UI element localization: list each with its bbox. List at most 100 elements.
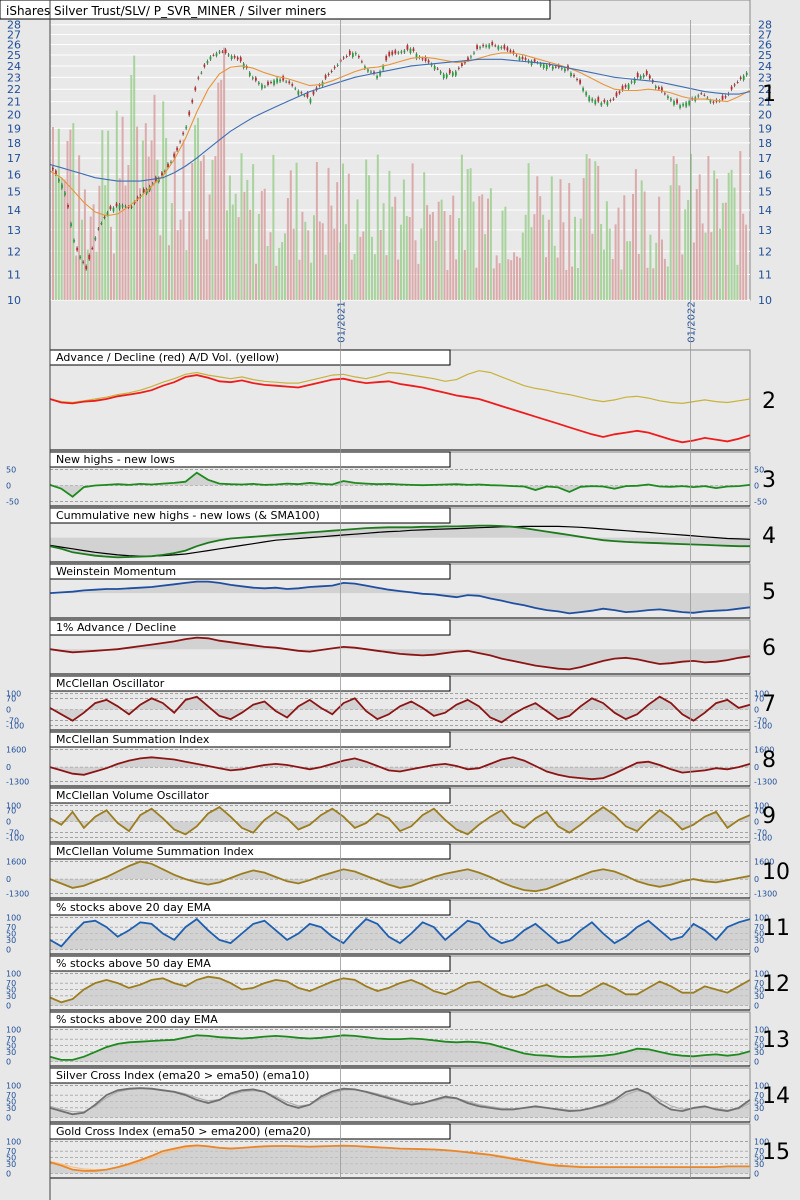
panel-title: % stocks above 50 day EMA xyxy=(56,957,211,970)
panel-tick-left: 50 xyxy=(6,1042,16,1051)
candle-body xyxy=(151,183,154,185)
volume-bar xyxy=(63,179,66,300)
candle-body xyxy=(594,100,597,105)
volume-bar xyxy=(344,224,347,300)
candle-body xyxy=(658,87,660,90)
candle-body xyxy=(654,86,657,89)
price-tick-right: 19 xyxy=(758,122,772,135)
candle-body xyxy=(276,78,279,83)
candle-body xyxy=(561,68,563,70)
volume-bar xyxy=(243,191,246,300)
volume-bar xyxy=(721,202,724,300)
volume-bar xyxy=(533,214,536,300)
volume-bar xyxy=(208,194,211,300)
series-sma100-line xyxy=(49,525,751,557)
panel-tick-right: 0 xyxy=(754,1057,759,1066)
panel-number: 12 xyxy=(762,972,790,997)
candle-body xyxy=(630,81,633,83)
volume-bar xyxy=(269,232,272,300)
volume-bar xyxy=(400,224,402,300)
price-title-box xyxy=(0,0,551,20)
candle-body xyxy=(576,79,578,81)
volume-bar xyxy=(684,209,687,300)
volume-bar xyxy=(130,74,133,300)
candle-body xyxy=(70,223,72,227)
volume-bar xyxy=(739,151,742,300)
price-moving-average-short-line xyxy=(49,52,751,217)
volume-bar xyxy=(89,216,92,300)
volume-bar xyxy=(194,125,197,300)
candle-body xyxy=(739,77,742,79)
volume-bar xyxy=(663,258,666,300)
volume-bar xyxy=(356,199,359,300)
candle-body xyxy=(709,100,712,103)
volume-bar xyxy=(359,236,362,300)
panel-tick-right: 1600 xyxy=(754,746,774,755)
candle-body xyxy=(348,50,351,55)
volume-bar xyxy=(501,210,504,300)
volume-bar xyxy=(524,214,527,300)
candle-body xyxy=(388,52,391,56)
volume-bar xyxy=(292,228,295,300)
candle-body xyxy=(270,81,272,83)
volume-bar xyxy=(95,251,98,300)
candle-body xyxy=(473,52,475,54)
volume-bar xyxy=(423,172,426,300)
candle-body xyxy=(539,63,542,66)
candle-body xyxy=(215,53,218,56)
price-tick-left: 21 xyxy=(7,96,21,109)
volume-bar xyxy=(197,117,199,300)
panel-tick-left: 50 xyxy=(6,986,16,995)
volume-bar xyxy=(666,266,669,300)
volume-bar xyxy=(211,159,214,300)
panel-tick-left: -50 xyxy=(6,497,19,506)
candle-body xyxy=(470,56,472,58)
price-tick-left: 16 xyxy=(7,168,21,181)
candle-body xyxy=(733,84,736,86)
panel-tick-left: 100 xyxy=(6,1082,21,1091)
panel-tick-left: 100 xyxy=(6,970,21,979)
candle-body xyxy=(142,188,145,193)
volume-bar xyxy=(727,172,730,300)
volume-bar xyxy=(162,101,165,300)
panel-tick-left: 30 xyxy=(6,1048,16,1057)
panel-tick-left: 0 xyxy=(6,1057,11,1066)
panel-tick-right: 100 xyxy=(754,1138,769,1147)
series-line-line xyxy=(49,1087,751,1116)
volume-bar xyxy=(611,259,614,300)
volume-bar xyxy=(463,249,466,300)
candle-body xyxy=(52,167,54,170)
panel-tick-right: 0 xyxy=(754,875,759,884)
volume-bar xyxy=(263,188,266,300)
volume-bar xyxy=(588,158,591,300)
price-title: iShares Silver Trust/SLV/ P_SVR_MINER / … xyxy=(6,4,326,18)
volume-bar xyxy=(594,161,597,300)
panel-title: Gold Cross Index (ema50 > ema200) (ema20… xyxy=(56,1125,311,1138)
volume-bar xyxy=(565,269,568,300)
price-tick-right: 20 xyxy=(758,109,772,122)
volume-bar xyxy=(170,203,173,300)
panel-fill xyxy=(50,807,750,835)
candle-body xyxy=(376,75,379,79)
volume-bar xyxy=(72,123,75,300)
price-tick-left: 24 xyxy=(7,60,21,73)
volume-bar xyxy=(307,230,310,300)
candle-body xyxy=(588,96,591,101)
volume-bar xyxy=(127,165,130,300)
volume-bar xyxy=(182,139,185,300)
candle-body xyxy=(621,85,624,91)
volume-bar xyxy=(487,198,489,300)
candle-body xyxy=(397,52,400,54)
volume-bar xyxy=(742,213,745,300)
volume-bar xyxy=(481,194,484,300)
volume-bar xyxy=(391,206,394,300)
volume-bar xyxy=(188,211,191,300)
panel-fill xyxy=(50,525,750,558)
volume-bar xyxy=(310,262,313,300)
candle-body xyxy=(67,204,69,208)
panel-tick-left: 30 xyxy=(6,1104,16,1113)
candle-body xyxy=(209,56,212,60)
candle-body xyxy=(500,47,503,49)
candle-body xyxy=(236,57,239,60)
